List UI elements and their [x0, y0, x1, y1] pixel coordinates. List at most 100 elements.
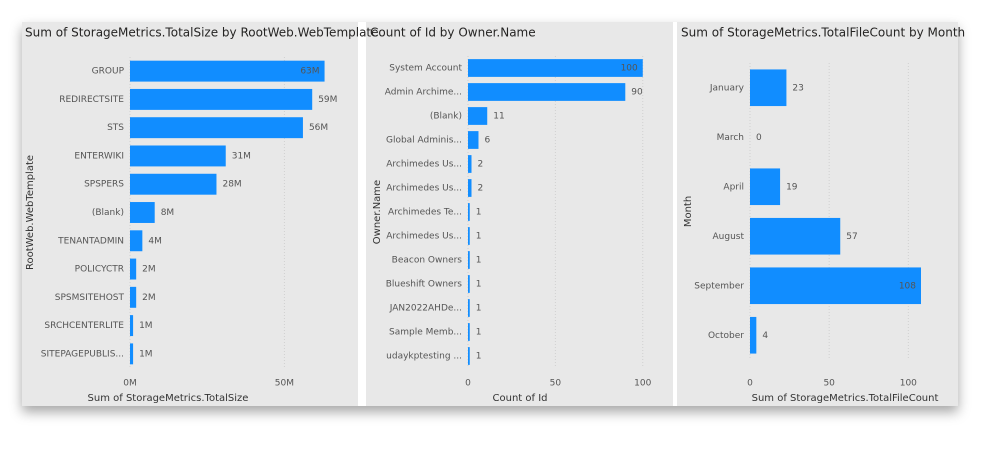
bar: [468, 227, 470, 245]
x-tick-label: 0: [747, 379, 753, 389]
y-tick-label: October: [708, 331, 744, 341]
data-label: 4M: [148, 236, 162, 246]
chart-title: Sum of StorageMetrics.TotalSize by RootW…: [25, 26, 379, 40]
y-tick-label: Global Adminis...: [386, 136, 462, 146]
data-label: 1: [476, 328, 482, 338]
bar: [468, 347, 470, 365]
y-tick-label: Archimedes Us...: [386, 232, 462, 242]
y-tick-label: (Blank): [92, 208, 124, 218]
y-tick-label: January: [709, 83, 745, 93]
bar: [130, 145, 226, 167]
x-tick-label: 0M: [123, 379, 137, 389]
data-label: 2: [477, 160, 483, 170]
y-tick-label: udaykptesting ...: [386, 352, 462, 362]
x-axis-title: Sum of StorageMetrics.TotalFileCount: [752, 393, 939, 404]
y-tick-label: September: [694, 281, 744, 291]
bar: [468, 179, 472, 197]
bar: [468, 59, 643, 77]
y-tick-label: POLICYCTR: [75, 265, 124, 275]
data-label: 1: [476, 208, 482, 218]
y-tick-label: March: [717, 133, 744, 143]
y-tick-label: Archimedes Us...: [386, 184, 462, 194]
data-label: 2M: [142, 265, 156, 275]
panel: [22, 22, 358, 406]
data-label: 0: [756, 133, 762, 143]
chart-title: Count of Id by Owner.Name: [370, 26, 536, 40]
y-tick-label: TENANTADMIN: [57, 236, 124, 246]
panel: [677, 22, 958, 406]
bar: [130, 173, 217, 195]
bar: [130, 315, 134, 337]
data-label: 8M: [161, 208, 175, 218]
bar: [468, 299, 470, 317]
y-tick-label: Archimedes Us...: [386, 160, 462, 170]
data-label: 1: [476, 304, 482, 314]
data-label: 1: [476, 352, 482, 362]
x-tick-label: 100: [634, 379, 651, 389]
x-tick-label: 50: [550, 379, 562, 389]
bar: [130, 343, 134, 365]
data-label: 108: [899, 281, 916, 291]
data-label: 57: [846, 232, 857, 242]
y-tick-label: System Account: [389, 64, 462, 74]
x-tick-label: 100: [900, 379, 917, 389]
y-tick-label: SPSPERS: [84, 180, 124, 190]
x-tick-label: 0: [465, 379, 471, 389]
y-tick-label: Blueshift Owners: [386, 280, 463, 290]
data-label: 63M: [300, 67, 319, 77]
data-label: 31M: [232, 151, 251, 161]
x-tick-label: 50M: [275, 379, 294, 389]
y-tick-label: SITEPAGEPUBLIS...: [41, 349, 124, 359]
bar: [468, 203, 470, 221]
y-tick-label: GROUP: [92, 67, 125, 77]
x-tick-label: 50: [823, 379, 835, 389]
x-axis-title: Sum of StorageMetrics.TotalSize: [88, 393, 249, 404]
y-tick-label: April: [723, 182, 744, 192]
data-label: 1: [476, 232, 482, 242]
y-axis-title: Owner.Name: [372, 180, 383, 244]
y-tick-label: STS: [107, 123, 124, 133]
bar: [750, 217, 841, 255]
data-label: 6: [484, 136, 490, 146]
x-axis-title: Count of Id: [493, 393, 548, 404]
bar: [750, 69, 787, 107]
bar: [468, 323, 470, 341]
y-tick-label: Sample Memb...: [389, 328, 462, 338]
y-tick-label: JAN2022AHDe...: [389, 304, 462, 314]
data-label: 1M: [139, 349, 153, 359]
data-label: 90: [631, 88, 643, 98]
data-label: 4: [762, 331, 768, 341]
data-label: 1M: [139, 321, 153, 331]
bar: [130, 117, 303, 139]
data-label: 1: [476, 256, 482, 266]
bar: [130, 88, 313, 110]
y-axis-title: RootWeb.WebTemplate: [25, 155, 36, 270]
bar: [130, 230, 143, 252]
bar: [130, 258, 137, 280]
bar: [468, 155, 472, 173]
y-tick-label: August: [713, 232, 745, 242]
y-tick-label: SRCHCENTERLITE: [44, 321, 124, 331]
bar: [468, 251, 470, 269]
y-axis-title: Month: [683, 196, 694, 227]
bar: [468, 275, 470, 293]
chart-title: Sum of StorageMetrics.TotalFileCount by …: [681, 26, 965, 40]
y-tick-label: REDIRECTSITE: [59, 95, 124, 105]
y-tick-label: (Blank): [430, 112, 462, 122]
data-label: 1: [476, 280, 482, 290]
data-label: 2: [477, 184, 483, 194]
data-label: 56M: [309, 123, 328, 133]
y-tick-label: Beacon Owners: [392, 256, 463, 266]
y-tick-label: ENTERWIKI: [74, 151, 124, 161]
data-label: 100: [621, 64, 638, 74]
bar: [130, 202, 155, 223]
data-label: 2M: [142, 293, 156, 303]
bar: [750, 316, 757, 354]
bar: [130, 286, 137, 308]
bar: [468, 83, 626, 101]
bar: [750, 267, 921, 305]
data-label: 59M: [318, 95, 337, 105]
y-tick-label: Archimedes Te...: [388, 208, 462, 218]
